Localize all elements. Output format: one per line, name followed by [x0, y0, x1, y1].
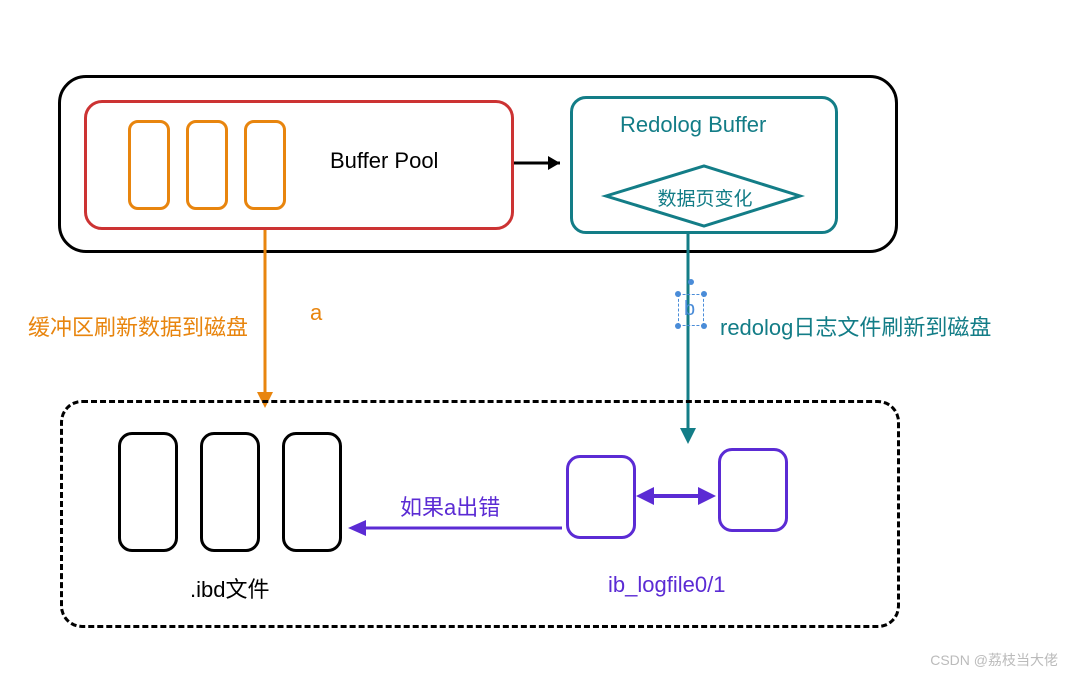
- watermark-text: CSDN @荔枝当大佬: [930, 650, 1058, 670]
- arrow-b-note: redolog日志文件刷新到磁盘: [720, 310, 991, 342]
- ibd-file: [200, 432, 260, 552]
- ibd-file: [118, 432, 178, 552]
- diagram-canvas: Buffer Pool Redolog Buffer 数据页变化 a 缓冲区刷新…: [0, 0, 1088, 682]
- arrow-b-label: b: [684, 298, 695, 321]
- buffer-page: [244, 120, 286, 210]
- diamond-label: 数据页变化: [630, 184, 780, 211]
- logfile-box: [718, 448, 788, 532]
- arrow-a-label: a: [310, 300, 322, 326]
- ibd-file: [282, 432, 342, 552]
- buffer-page: [128, 120, 170, 210]
- buffer-page: [186, 120, 228, 210]
- ibd-label: .ibd文件: [190, 572, 269, 604]
- logfile-label: ib_logfile0/1: [608, 572, 725, 598]
- redolog-buffer-label: Redolog Buffer: [620, 112, 766, 138]
- arrow-a-note: 缓冲区刷新数据到磁盘: [28, 310, 248, 342]
- logfile-box: [566, 455, 636, 539]
- error-arrow-label: 如果a出错: [400, 490, 500, 522]
- buffer-pool-label: Buffer Pool: [330, 148, 438, 174]
